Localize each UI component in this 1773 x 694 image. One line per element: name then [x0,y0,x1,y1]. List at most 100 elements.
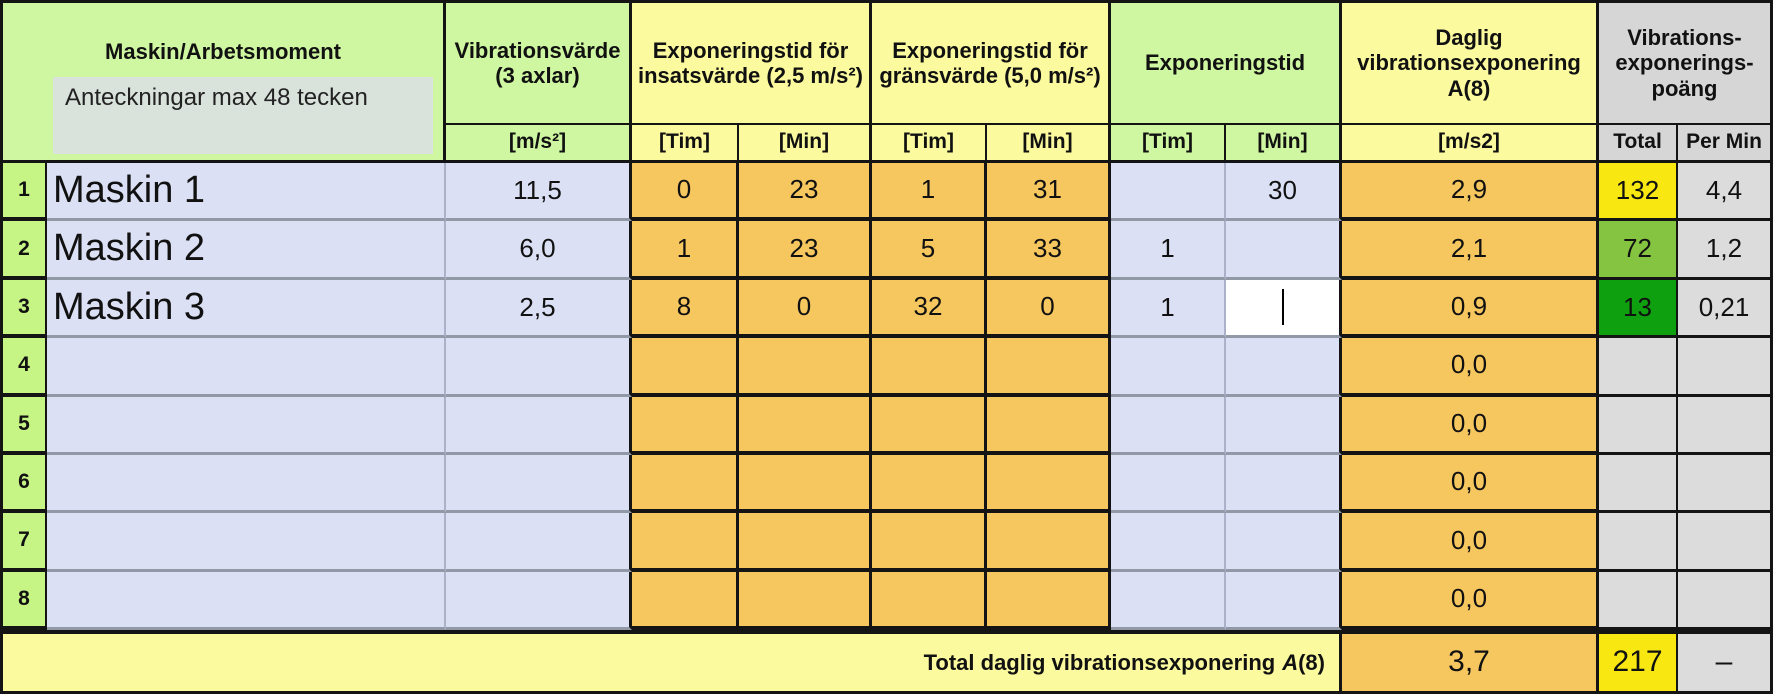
grans-tim-cell [872,571,987,631]
grans-tim-cell: 1 [872,163,987,222]
exposure-tim-cell[interactable] [1111,396,1226,455]
grans-tim-cell [872,338,987,397]
per-min-points-cell [1678,338,1770,397]
row-number: 7 [3,513,47,572]
vibration-value-cell[interactable]: 6,0 [446,221,632,280]
subheader-insats-min: [Min] [739,125,872,163]
insats-min-cell [739,338,872,397]
per-min-points-cell: 1,2 [1678,221,1770,280]
exposure-tim-cell[interactable] [1111,338,1226,397]
insats-min-cell: 23 [739,221,872,280]
grans-min-cell [987,571,1111,631]
a8-value-cell: 0,0 [1342,571,1599,631]
grans-min-cell: 33 [987,221,1111,280]
subheader-exposure-tim: [Tim] [1111,125,1226,163]
grans-min-cell [987,513,1111,572]
exposure-min-cell[interactable] [1226,513,1342,572]
row-number: 3 [3,279,47,339]
insats-tim-cell [632,513,739,572]
insats-min-cell: 23 [739,163,872,222]
header-machine: Maskin/Arbetsmoment Anteckningar max 48 … [3,3,446,163]
header-machine-title: Maskin/Arbetsmoment [105,39,341,64]
total-points-cell [1599,571,1678,631]
grans-tim-cell: 5 [872,221,987,280]
subheader-vibration-unit: [m/s²] [446,125,632,163]
insats-tim-cell [632,454,739,514]
total-points-cell [1599,396,1678,455]
notes-placeholder: Anteckningar max 48 tecken [65,84,368,112]
notes-input[interactable]: Anteckningar max 48 tecken [53,77,433,155]
exposure-tim-cell[interactable]: 1 [1111,279,1226,339]
exposure-min-cell[interactable] [1226,221,1342,280]
insats-min-cell [739,454,872,514]
exposure-min-cell[interactable]: 30 [1226,163,1342,222]
machine-cell[interactable]: Maskin 2 [47,221,446,280]
a8-value-cell: 0,0 [1342,513,1599,572]
machine-cell[interactable] [47,513,446,572]
exposure-min-cell[interactable] [1226,338,1342,397]
machine-cell[interactable]: Maskin 3 [47,279,446,339]
vibration-value-cell[interactable] [446,396,632,455]
insats-tim-cell: 8 [632,279,739,339]
machine-cell[interactable] [47,396,446,455]
a8-value-cell: 0,0 [1342,338,1599,397]
total-points-cell: 72 [1599,221,1678,280]
row-number: 6 [3,454,47,514]
exposure-tim-cell[interactable] [1111,571,1226,631]
subheader-exposure-min: [Min] [1226,125,1342,163]
machine-cell[interactable] [47,338,446,397]
total-points-cell [1599,338,1678,397]
footer-total-label-a8-italic: A [1282,649,1299,675]
grans-tim-cell [872,454,987,514]
grans-tim-cell [872,396,987,455]
footer-total-label-a8-paren: (8) [1298,649,1325,675]
exposure-tim-cell[interactable] [1111,513,1226,572]
machine-cell[interactable] [47,571,446,631]
footer-a8-value-cell: 3,7 [1342,630,1599,691]
exposure-tim-cell[interactable]: 1 [1111,221,1226,280]
insats-min-cell [739,513,872,572]
per-min-points-cell [1678,513,1770,572]
exposure-min-cell-editing[interactable] [1226,279,1342,339]
exposure-min-cell[interactable] [1226,571,1342,631]
per-min-points-cell [1678,396,1770,455]
total-points-cell: 13 [1599,279,1678,339]
header-daily-exposure: Daglig vibrationsexponering A(8) [1342,3,1599,125]
header-grans-exposure: Exponeringstid för gränsvärde (5,0 m/s²) [872,3,1111,125]
subheader-points-per-min: Per Min [1678,125,1770,163]
grans-tim-cell [872,513,987,572]
insats-tim-cell [632,396,739,455]
grans-min-cell: 0 [987,279,1111,339]
vibration-value-cell[interactable] [446,571,632,631]
vibration-value-cell[interactable] [446,513,632,572]
vibration-value-cell[interactable]: 11,5 [446,163,632,222]
footer-total-points-cell: 217 [1599,630,1678,691]
footer-per-min-cell: – [1678,630,1770,691]
a8-value-cell: 0,0 [1342,454,1599,514]
per-min-points-cell: 0,21 [1678,279,1770,339]
row-number: 5 [3,396,47,455]
grans-min-cell: 31 [987,163,1111,222]
per-min-points-cell: 4,4 [1678,163,1770,222]
machine-cell[interactable]: Maskin 1 [47,163,446,222]
vibration-value-cell[interactable] [446,338,632,397]
header-vibration-value: Vibrationsvärde (3 axlar) [446,3,632,125]
per-min-points-cell [1678,571,1770,631]
vibration-value-cell[interactable] [446,454,632,514]
per-min-points-cell [1678,454,1770,514]
grans-min-cell [987,338,1111,397]
exposure-tim-cell[interactable] [1111,163,1226,222]
a8-value-cell: 2,1 [1342,221,1599,280]
grans-tim-cell: 32 [872,279,987,339]
insats-tim-cell: 0 [632,163,739,222]
vibration-value-cell[interactable]: 2,5 [446,279,632,339]
exposure-tim-cell[interactable] [1111,454,1226,514]
a8-value-cell: 0,0 [1342,396,1599,455]
exposure-min-cell[interactable] [1226,396,1342,455]
exposure-min-cell[interactable] [1226,454,1342,514]
machine-cell[interactable] [47,454,446,514]
insats-tim-cell: 1 [632,221,739,280]
total-points-cell [1599,513,1678,572]
subheader-a8-unit: [m/s2] [1342,125,1599,163]
